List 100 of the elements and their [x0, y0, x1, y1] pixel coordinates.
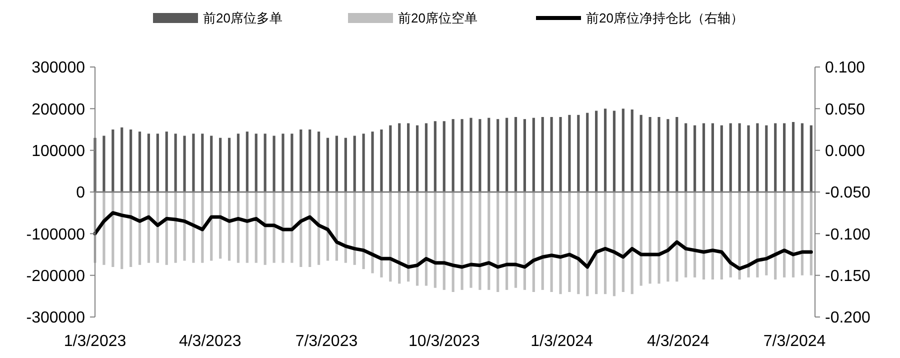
bar: [747, 125, 750, 192]
bar: [380, 130, 383, 192]
bar: [174, 192, 177, 263]
bar: [442, 121, 446, 192]
bar: [236, 192, 240, 263]
bar: [658, 117, 660, 192]
bar: [693, 125, 696, 192]
bar: [648, 192, 652, 284]
legend-label: 前20席位净持仓比（右轴）: [586, 10, 744, 26]
x-tick-label: 1/3/2023: [64, 333, 126, 350]
bar: [693, 192, 696, 278]
bar: [183, 136, 186, 192]
bar: [236, 134, 240, 192]
bar: [282, 192, 284, 263]
bar: [389, 125, 392, 192]
bar: [640, 114, 642, 192]
bar: [246, 132, 248, 192]
bar: [246, 192, 248, 263]
bar: [523, 119, 526, 192]
bar: [416, 192, 419, 286]
bar: [684, 123, 688, 192]
bar: [550, 117, 553, 192]
bar: [630, 110, 634, 192]
bar: [595, 110, 598, 192]
y-tick-label: 0: [76, 184, 86, 202]
bar: [264, 192, 266, 265]
bar: [478, 192, 482, 290]
y-tick-label: 200000: [32, 101, 86, 118]
bar: [460, 192, 464, 290]
bar: [371, 132, 374, 192]
line-series: [93, 211, 813, 270]
bar: [612, 192, 616, 296]
bar: [254, 134, 258, 192]
bar: [192, 192, 195, 263]
legend-label: 前20席位多单: [203, 10, 282, 26]
bar: [792, 122, 795, 192]
bar: [702, 123, 706, 192]
bar: [290, 192, 294, 263]
bar: [612, 110, 616, 192]
bar: [353, 136, 356, 192]
bar: [774, 123, 777, 192]
bar: [488, 118, 490, 192]
bar: [344, 192, 347, 263]
bar: [138, 192, 142, 265]
bar: [192, 134, 195, 192]
bar: [424, 192, 428, 286]
bar: [658, 192, 660, 284]
bar: [112, 130, 114, 192]
bar: [416, 125, 419, 192]
bar: [640, 192, 642, 286]
bar: [326, 138, 330, 192]
bar: [810, 125, 812, 192]
bar: [783, 123, 786, 192]
bar: [595, 192, 598, 294]
y2-tick-label: -0.050: [825, 184, 870, 202]
bar: [478, 119, 482, 192]
bar: [318, 192, 320, 265]
legend-label: 前20席位空单: [398, 10, 478, 26]
bar: [344, 138, 347, 192]
bar: [362, 192, 365, 270]
bar: [353, 192, 356, 265]
x-tick-label: 7/3/2024: [763, 333, 826, 350]
bar: [300, 130, 302, 192]
y2-tick-label: 0.050: [825, 101, 866, 118]
bar: [738, 192, 741, 280]
x-tick-label: 4/3/2023: [178, 333, 242, 350]
bar: [228, 192, 231, 261]
bar: [684, 192, 688, 278]
bar: [586, 112, 589, 192]
bar: [604, 192, 607, 294]
bar: [318, 132, 320, 192]
bar: [541, 192, 544, 290]
bar: [264, 134, 266, 192]
bar: [747, 192, 750, 278]
bar: [622, 108, 624, 192]
bar: [666, 119, 670, 192]
bar: [711, 123, 714, 192]
bar: [398, 192, 401, 284]
bar: [729, 192, 732, 278]
bar: [550, 192, 553, 292]
bar: [130, 130, 132, 192]
bar: [532, 118, 535, 192]
bar: [496, 192, 500, 292]
bar: [496, 119, 500, 192]
bar: [514, 117, 518, 192]
bar: [219, 138, 222, 192]
bar: [272, 192, 276, 263]
bar: [442, 192, 446, 290]
bar: [810, 192, 812, 276]
y2-tick-label: -0.200: [825, 310, 870, 327]
bar: [120, 127, 124, 192]
bar: [541, 117, 544, 192]
bar: [729, 123, 732, 192]
bar: [568, 192, 571, 292]
bar: [434, 121, 436, 192]
bar: [452, 119, 454, 192]
bar: [514, 192, 518, 288]
bar: [702, 192, 706, 280]
bar: [800, 192, 804, 276]
y2-tick-label: 0.100: [825, 60, 866, 77]
